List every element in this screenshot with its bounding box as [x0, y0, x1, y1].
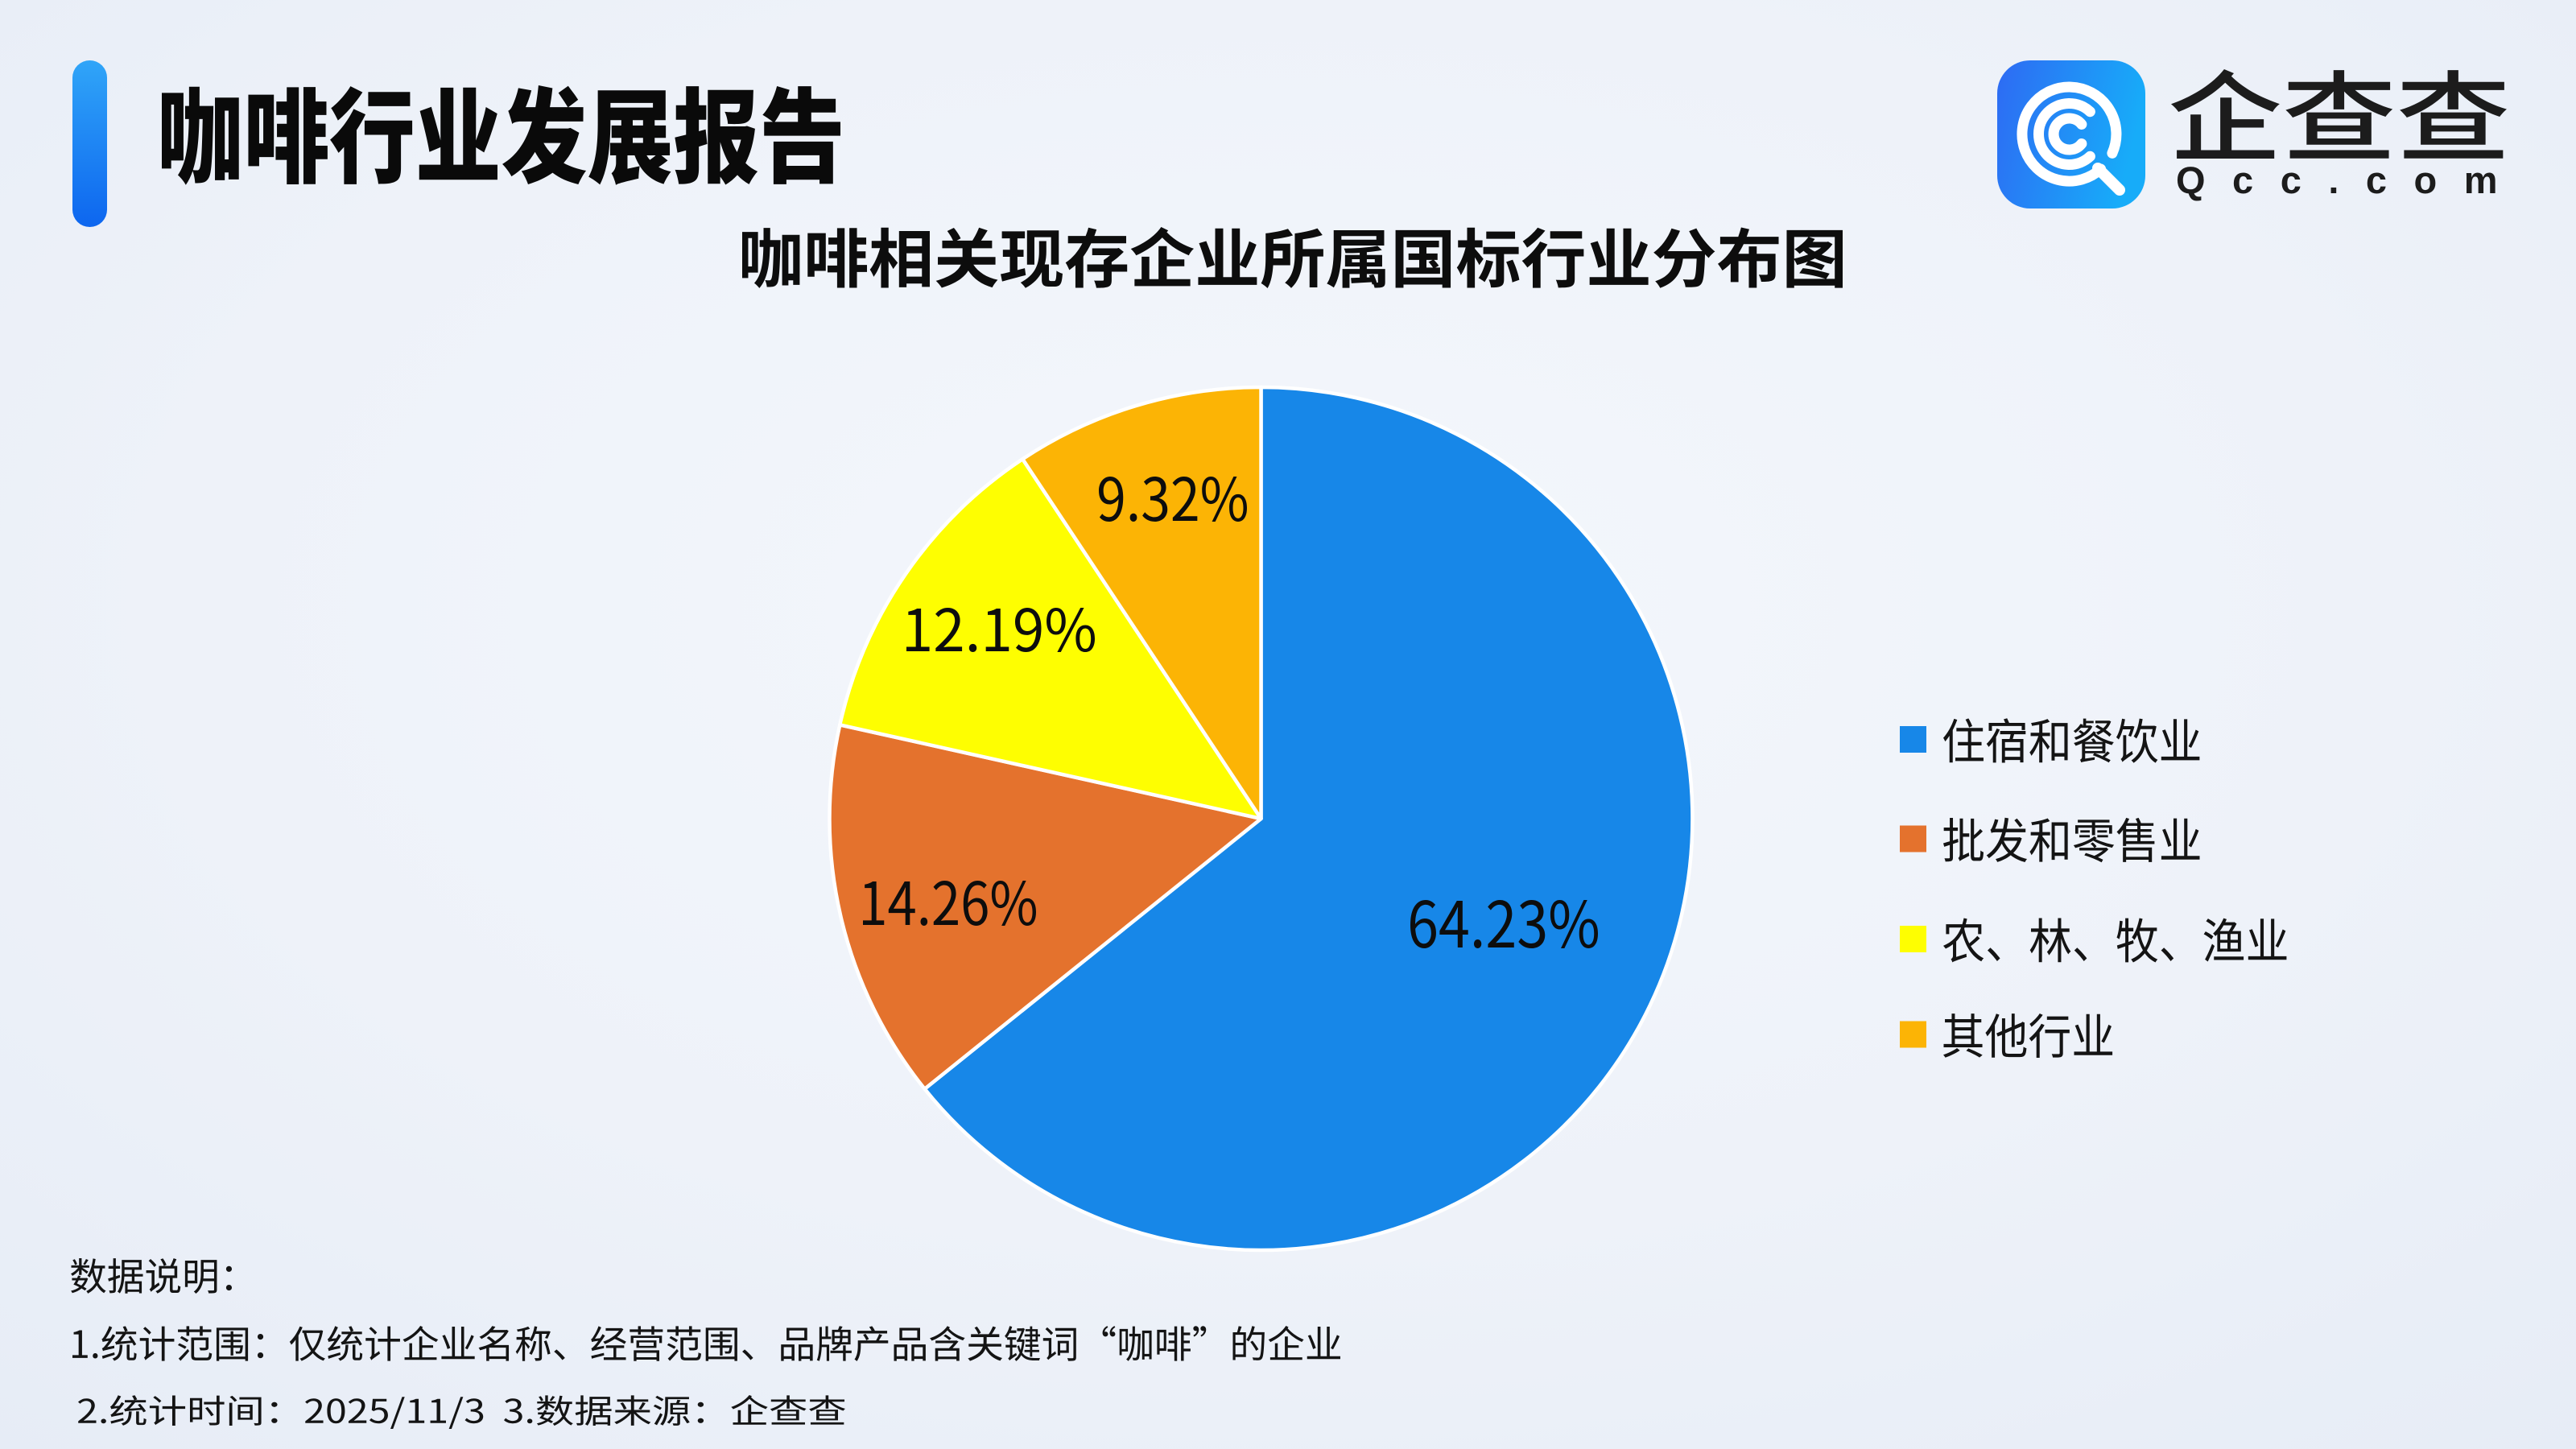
svg-text:Qcc.com: Qcc.com	[2176, 159, 2524, 201]
